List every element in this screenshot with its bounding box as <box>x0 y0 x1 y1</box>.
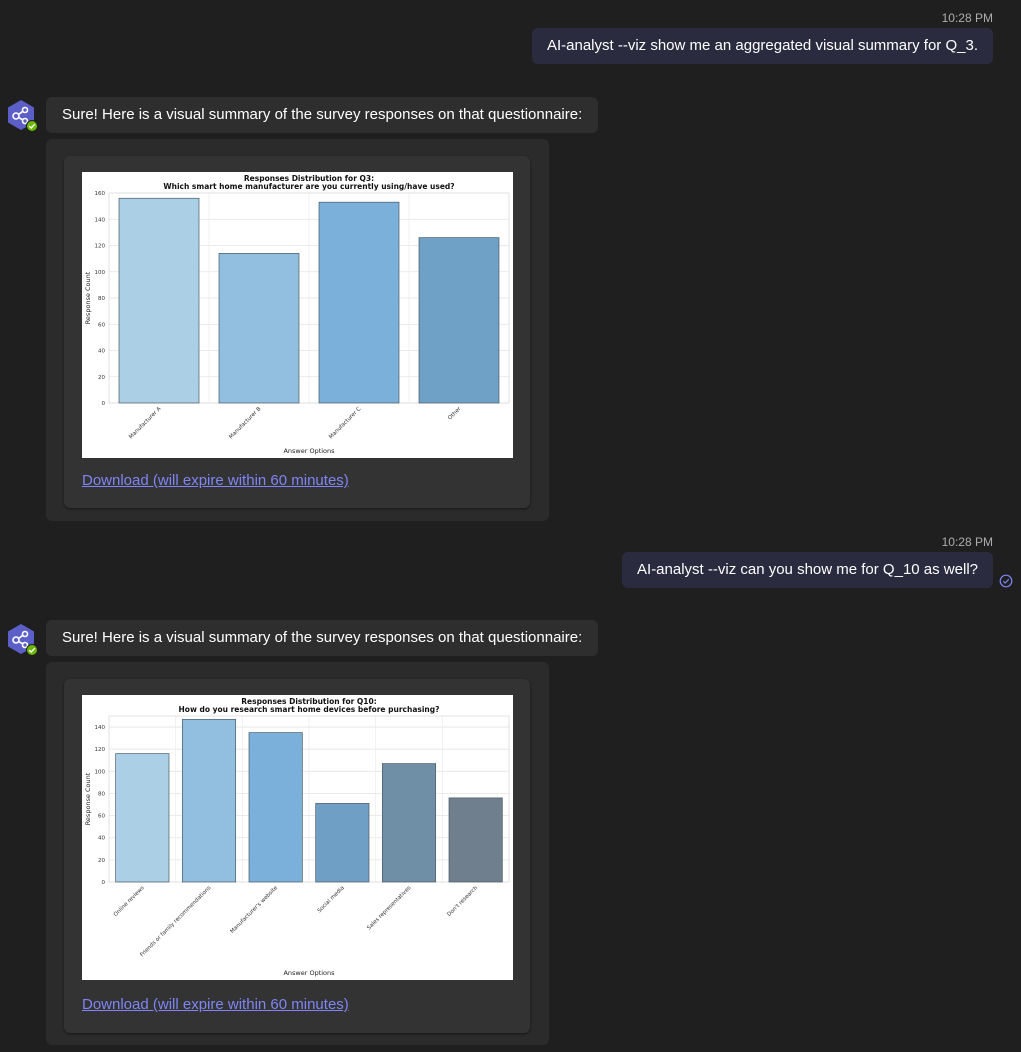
bar <box>118 197 200 404</box>
y-tick-label: 160 <box>95 191 106 197</box>
x-tick-label: Other <box>447 406 463 422</box>
chart-image[interactable]: 0 20 40 60 80 100 120 140 160 Manufacturer A Manuf… <box>82 172 513 458</box>
y-tick-label: 100 <box>95 769 106 775</box>
check-badge-icon <box>26 644 38 656</box>
bot-message: Sure! Here is a visual summary of the su… <box>46 97 599 133</box>
chart-title: Responses Distribution for Q3: <box>244 174 374 183</box>
x-tick-label: Friends or family recommendations <box>139 885 212 958</box>
y-tick-label: 60 <box>98 322 105 328</box>
bar <box>418 237 500 404</box>
message-timestamp: 10:28 PM <box>941 11 993 25</box>
bot-message: Sure! Here is a visual summary of the su… <box>46 620 599 656</box>
bar <box>181 718 237 883</box>
user-message[interactable]: AI-analyst --viz can you show me for Q_1… <box>622 552 993 588</box>
y-tick-label: 40 <box>98 349 105 355</box>
bar <box>448 797 503 883</box>
chart-card: 0 20 40 60 80 100 120 140 Online reviews Friends … <box>46 662 549 1045</box>
chart-title: Responses Distribution for Q10: <box>241 697 376 706</box>
y-tick-label: 140 <box>95 725 106 731</box>
chart-image[interactable]: 0 20 40 60 80 100 120 140 Online reviews Friends … <box>82 695 513 980</box>
x-tick-label: Social media <box>317 885 346 914</box>
check-badge-icon <box>26 120 38 132</box>
chart-card: 0 20 40 60 80 100 120 140 160 Manufacturer A Manuf… <box>46 139 549 521</box>
message-timestamp: 10:28 PM <box>941 535 993 549</box>
bar <box>381 763 437 883</box>
plot-frame <box>108 715 510 883</box>
check-circle-icon <box>999 574 1013 588</box>
y-tick-label: 40 <box>98 836 105 842</box>
chart-card-inner: 0 20 40 60 80 100 120 140 Online reviews Friends … <box>64 679 530 1033</box>
user-message[interactable]: AI-analyst --viz show me an aggregated v… <box>531 28 993 64</box>
bar <box>115 753 170 883</box>
plot-frame <box>108 192 510 404</box>
bar <box>315 803 370 883</box>
download-link[interactable]: Download (will expire within 60 minutes) <box>82 472 349 489</box>
y-tick-label: 80 <box>98 791 105 797</box>
x-axis-label: Answer Options <box>283 969 335 977</box>
x-tick-label: Manufacturer C <box>328 406 362 440</box>
x-tick-label: Online reviews <box>113 885 146 918</box>
y-tick-label: 20 <box>98 375 105 381</box>
bar-chart-q3: 0 20 40 60 80 100 120 140 160 Manufacturer A Manuf… <box>84 174 510 455</box>
y-axis-label: Response Count <box>84 772 92 825</box>
y-tick-label: 0 <box>102 401 106 407</box>
x-tick-label: Manufacturer's website <box>229 885 279 935</box>
chart-card-inner: 0 20 40 60 80 100 120 140 160 Manufacturer A Manuf… <box>64 156 530 508</box>
download-link[interactable]: Download (will expire within 60 minutes) <box>82 996 349 1013</box>
y-axis-label: Response Count <box>84 271 92 324</box>
x-tick-label: Sales representatives <box>366 885 412 931</box>
bot-avatar[interactable] <box>5 99 38 132</box>
bar <box>318 201 400 404</box>
y-tick-label: 0 <box>102 880 106 886</box>
chart-subtitle: How do you research smart home devices b… <box>179 705 440 714</box>
bar-chart-q10: 0 20 40 60 80 100 120 140 Online reviewsFriends … <box>84 697 510 977</box>
x-tick-label: Manufacturer A <box>128 406 162 440</box>
y-tick-label: 80 <box>98 296 105 302</box>
y-tick-label: 120 <box>95 244 106 250</box>
x-tick-label: Manufacturer B <box>228 406 262 440</box>
y-tick-label: 20 <box>98 858 105 864</box>
x-axis-label: Answer Options <box>283 447 335 455</box>
bot-avatar[interactable] <box>5 623 38 656</box>
y-tick-label: 100 <box>95 270 106 276</box>
bar <box>248 732 303 883</box>
y-tick-label: 140 <box>95 217 106 223</box>
y-tick-label: 120 <box>95 747 106 753</box>
y-tick-label: 60 <box>98 814 105 820</box>
bar <box>218 253 300 404</box>
x-tick-label: Don't research <box>446 885 479 918</box>
chart-subtitle: Which smart home manufacturer are you cu… <box>163 182 454 191</box>
